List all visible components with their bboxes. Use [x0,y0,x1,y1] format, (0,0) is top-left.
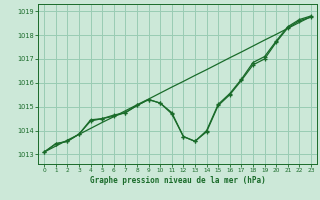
X-axis label: Graphe pression niveau de la mer (hPa): Graphe pression niveau de la mer (hPa) [90,176,266,185]
